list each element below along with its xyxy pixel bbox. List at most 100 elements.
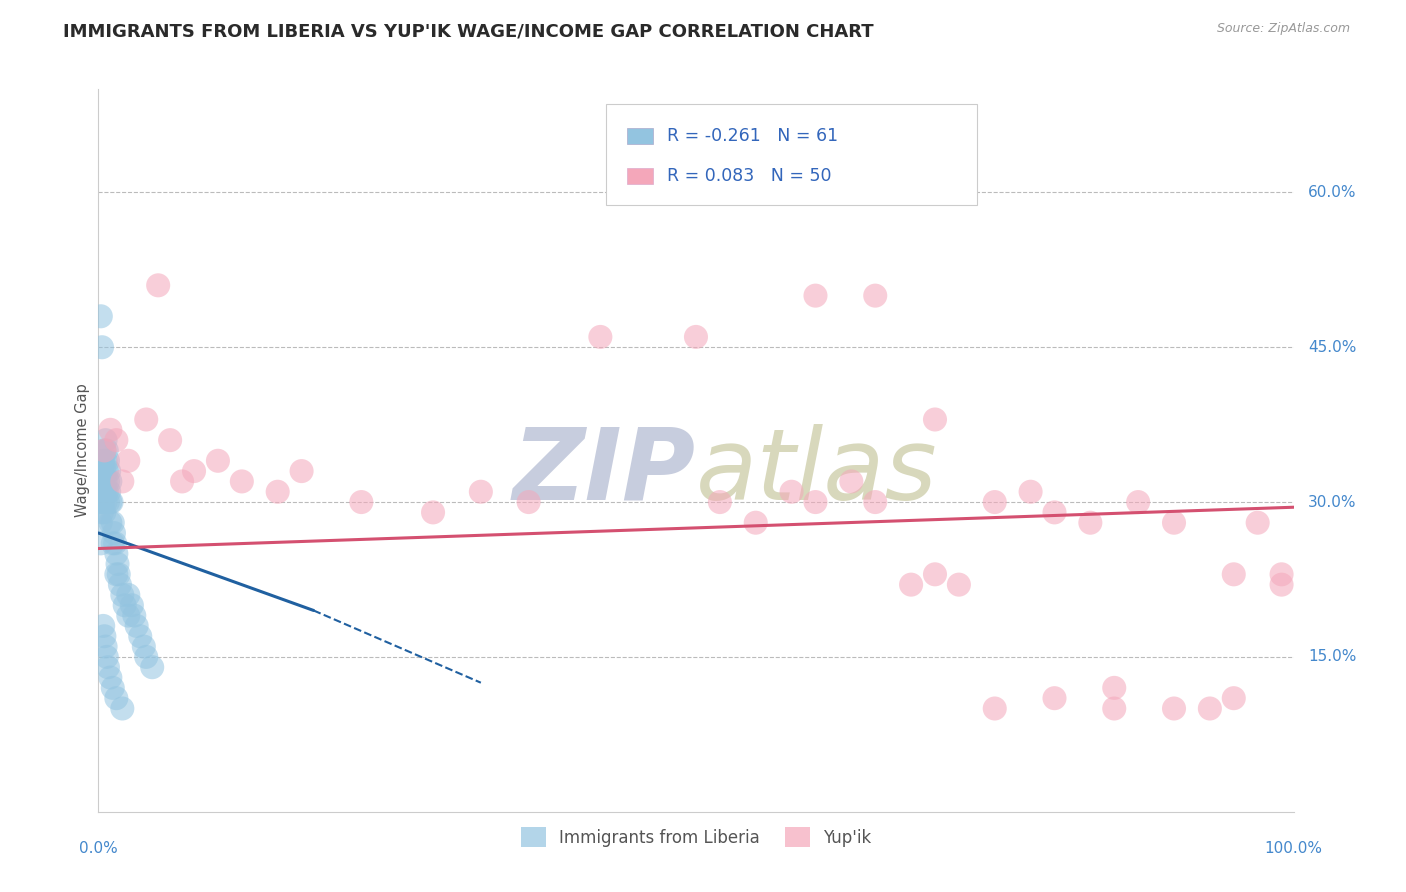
Point	[101, 681, 124, 695]
Point	[90, 536, 112, 550]
Point	[135, 412, 157, 426]
Text: ZIP: ZIP	[513, 424, 696, 521]
Point	[105, 567, 128, 582]
Point	[90, 475, 112, 489]
Point	[117, 588, 139, 602]
Point	[125, 619, 148, 633]
Point	[105, 691, 128, 706]
Point	[96, 443, 118, 458]
Point	[117, 454, 139, 468]
Point	[924, 567, 946, 582]
Point	[97, 475, 120, 489]
Point	[97, 454, 120, 468]
Point	[1163, 516, 1185, 530]
Text: Source: ZipAtlas.com: Source: ZipAtlas.com	[1216, 22, 1350, 36]
Point	[100, 495, 122, 509]
Point	[121, 599, 143, 613]
Text: R = -0.261   N = 61: R = -0.261 N = 61	[668, 128, 838, 145]
Point	[1223, 691, 1246, 706]
Point	[96, 484, 118, 499]
Point	[350, 495, 373, 509]
Point	[91, 340, 114, 354]
Point	[780, 484, 803, 499]
Point	[129, 629, 152, 643]
Point	[96, 464, 118, 478]
Text: 30.0%: 30.0%	[1308, 494, 1357, 509]
Point	[94, 454, 117, 468]
Point	[207, 454, 229, 468]
Point	[804, 288, 827, 302]
Point	[685, 330, 707, 344]
Point	[105, 433, 128, 447]
Point	[1104, 681, 1126, 695]
Point	[745, 165, 768, 179]
Point	[90, 516, 112, 530]
Point	[104, 536, 127, 550]
Point	[93, 464, 115, 478]
Point	[91, 484, 114, 499]
Point	[1223, 567, 1246, 582]
Point	[900, 577, 922, 591]
Point	[93, 629, 115, 643]
Text: 0.0%: 0.0%	[79, 840, 118, 855]
Legend: Immigrants from Liberia, Yup'ik: Immigrants from Liberia, Yup'ik	[515, 821, 877, 854]
Text: 45.0%: 45.0%	[1308, 340, 1357, 355]
Point	[108, 577, 131, 591]
Point	[517, 495, 540, 509]
Point	[98, 484, 121, 499]
Point	[291, 464, 314, 478]
Point	[91, 619, 114, 633]
Point	[159, 433, 181, 447]
Point	[135, 649, 157, 664]
Point	[93, 443, 115, 458]
Point	[105, 547, 128, 561]
Y-axis label: Wage/Income Gap: Wage/Income Gap	[75, 384, 90, 517]
Point	[1163, 701, 1185, 715]
FancyBboxPatch shape	[627, 128, 652, 145]
Point	[422, 505, 444, 519]
Point	[1247, 516, 1270, 530]
Point	[984, 495, 1007, 509]
Point	[91, 495, 114, 509]
Point	[745, 516, 768, 530]
Point	[93, 443, 115, 458]
Point	[111, 475, 134, 489]
Point	[1199, 701, 1222, 715]
Point	[98, 464, 121, 478]
Point	[107, 557, 129, 571]
Point	[709, 495, 731, 509]
Point	[183, 464, 205, 478]
Point	[132, 640, 155, 654]
Point	[1128, 495, 1150, 509]
Point	[94, 475, 117, 489]
FancyBboxPatch shape	[627, 168, 652, 184]
Point	[865, 495, 887, 509]
Point	[1043, 505, 1066, 519]
Point	[98, 495, 122, 509]
Point	[124, 608, 146, 623]
Point	[98, 423, 122, 437]
Point	[1271, 577, 1294, 591]
Point	[98, 671, 122, 685]
Point	[91, 505, 114, 519]
Point	[111, 701, 134, 715]
Point	[90, 495, 112, 509]
Point	[107, 567, 129, 582]
Text: 15.0%: 15.0%	[1308, 649, 1357, 665]
Point	[267, 484, 290, 499]
Point	[148, 278, 170, 293]
Text: IMMIGRANTS FROM LIBERIA VS YUP'IK WAGE/INCOME GAP CORRELATION CHART: IMMIGRANTS FROM LIBERIA VS YUP'IK WAGE/I…	[63, 22, 875, 40]
Text: atlas: atlas	[696, 424, 938, 521]
Point	[1019, 484, 1042, 499]
Point	[948, 577, 970, 591]
Point	[91, 454, 114, 468]
Point	[172, 475, 194, 489]
FancyBboxPatch shape	[606, 103, 977, 205]
Text: 60.0%: 60.0%	[1308, 185, 1357, 200]
Text: R = 0.083   N = 50: R = 0.083 N = 50	[668, 167, 832, 185]
Point	[841, 475, 863, 489]
Point	[1104, 701, 1126, 715]
Point	[111, 588, 134, 602]
Point	[470, 484, 492, 499]
Point	[103, 526, 125, 541]
